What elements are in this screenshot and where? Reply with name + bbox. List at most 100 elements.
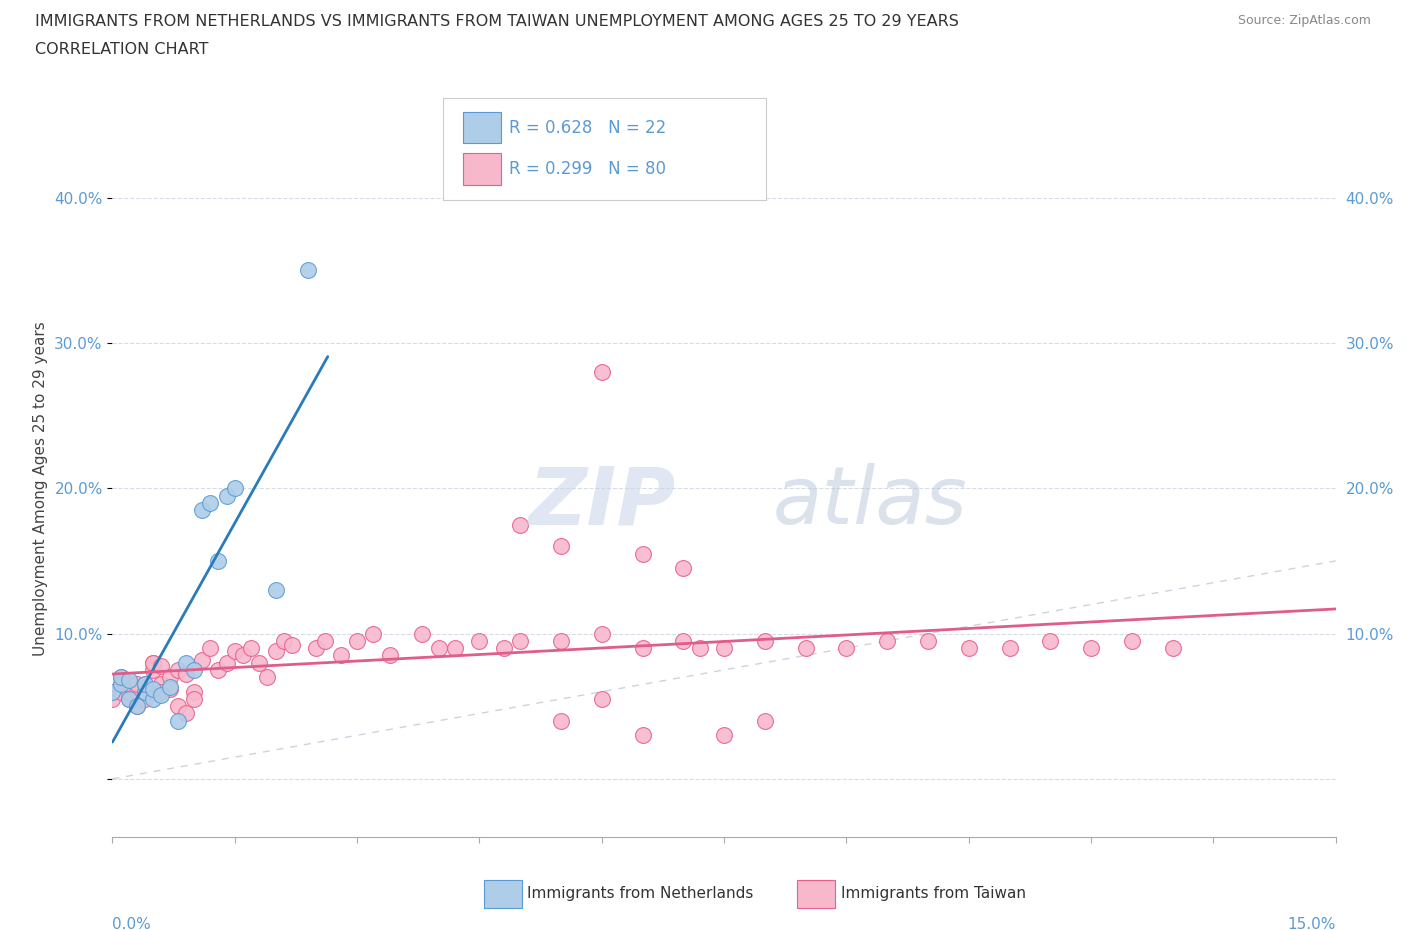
Point — [957, 641, 980, 656]
Point — [264, 644, 287, 658]
Text: IMMIGRANTS FROM NETHERLANDS VS IMMIGRANTS FROM TAIWAN UNEMPLOYMENT AMONG AGES 25: IMMIGRANTS FROM NETHERLANDS VS IMMIGRANT… — [35, 14, 959, 29]
Point — [110, 684, 132, 699]
Point — [125, 684, 148, 699]
Point — [142, 656, 165, 671]
Point — [215, 656, 238, 671]
Point — [1161, 641, 1184, 656]
Point — [240, 641, 263, 656]
Point — [754, 713, 776, 728]
Point — [689, 641, 711, 656]
Point — [134, 684, 156, 699]
Point — [166, 662, 188, 677]
Point — [672, 633, 695, 648]
Point — [917, 633, 939, 648]
Point — [363, 626, 385, 641]
Text: R = 0.628   N = 22: R = 0.628 N = 22 — [509, 119, 666, 138]
Point — [207, 553, 229, 568]
Point — [998, 641, 1021, 656]
Point — [134, 692, 156, 707]
Point — [118, 692, 141, 707]
Point — [118, 672, 141, 687]
Point — [150, 687, 173, 702]
Point — [232, 648, 254, 663]
Point — [174, 656, 197, 671]
Point — [509, 517, 531, 532]
Point — [174, 667, 197, 682]
Point — [125, 698, 148, 713]
Point — [444, 641, 467, 656]
Point — [101, 684, 124, 699]
Point — [509, 633, 531, 648]
Point — [191, 652, 214, 667]
Point — [591, 365, 613, 379]
Point — [110, 677, 132, 692]
Text: R = 0.299   N = 80: R = 0.299 N = 80 — [509, 160, 666, 179]
Point — [468, 633, 491, 648]
Point — [835, 641, 858, 656]
Point — [134, 684, 156, 699]
Text: CORRELATION CHART: CORRELATION CHART — [35, 42, 208, 57]
Point — [142, 656, 165, 671]
Point — [159, 680, 181, 695]
Point — [672, 561, 695, 576]
Point — [411, 626, 433, 641]
Point — [550, 713, 572, 728]
Point — [631, 728, 654, 743]
Point — [110, 670, 132, 684]
Point — [224, 481, 246, 496]
Point — [118, 692, 141, 707]
Point — [591, 626, 613, 641]
Point — [281, 638, 304, 653]
Point — [166, 713, 188, 728]
Point — [118, 684, 141, 699]
Point — [550, 539, 572, 554]
Point — [256, 670, 278, 684]
Text: 0.0%: 0.0% — [112, 917, 152, 930]
Point — [273, 633, 295, 648]
Point — [876, 633, 898, 648]
Point — [264, 582, 287, 597]
Point — [159, 670, 181, 684]
Point — [1080, 641, 1102, 656]
Point — [207, 662, 229, 677]
Point — [1121, 633, 1143, 648]
Point — [183, 662, 205, 677]
Point — [314, 633, 336, 648]
Point — [200, 641, 222, 656]
Point — [183, 684, 205, 699]
Point — [118, 677, 141, 692]
Y-axis label: Unemployment Among Ages 25 to 29 years: Unemployment Among Ages 25 to 29 years — [32, 321, 48, 656]
Point — [215, 488, 238, 503]
Point — [346, 633, 368, 648]
Point — [101, 692, 124, 707]
Point — [224, 644, 246, 658]
Point — [492, 641, 515, 656]
Point — [110, 677, 132, 692]
Point — [134, 677, 156, 692]
Point — [183, 692, 205, 707]
Point — [713, 641, 735, 656]
Point — [150, 658, 173, 673]
Point — [550, 633, 572, 648]
Point — [125, 698, 148, 713]
Point — [174, 706, 197, 721]
Point — [166, 698, 188, 713]
Point — [591, 692, 613, 707]
Point — [150, 684, 173, 699]
Point — [125, 677, 148, 692]
Point — [134, 677, 156, 692]
Text: atlas: atlas — [773, 463, 967, 541]
Point — [305, 641, 328, 656]
Point — [142, 662, 165, 677]
Point — [794, 641, 817, 656]
Text: Immigrants from Netherlands: Immigrants from Netherlands — [527, 886, 754, 901]
Text: ZIP: ZIP — [527, 463, 675, 541]
Point — [159, 682, 181, 697]
Point — [631, 546, 654, 561]
Point — [329, 648, 352, 663]
Point — [142, 682, 165, 697]
Point — [631, 641, 654, 656]
Point — [101, 684, 124, 699]
Point — [191, 502, 214, 517]
Point — [297, 263, 319, 278]
